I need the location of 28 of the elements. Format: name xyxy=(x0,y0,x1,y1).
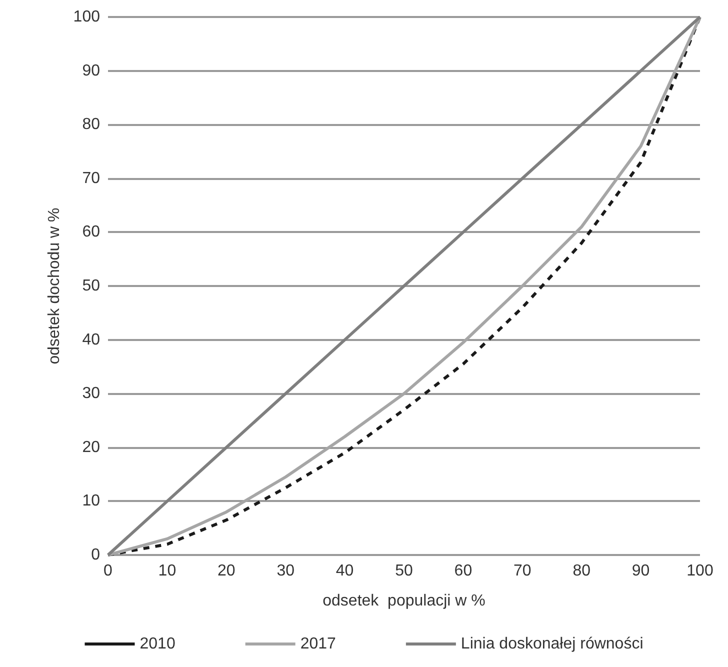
legend-label: 2017 xyxy=(300,636,336,652)
x-tick-label: 30 xyxy=(276,562,295,580)
y-tick-label: 50 xyxy=(82,278,100,294)
x-tick-label: 50 xyxy=(395,562,413,580)
x-axis-title: odsetek populacji w % xyxy=(322,592,486,610)
y-tick-label: 100 xyxy=(73,8,100,26)
x-tick-label: 10 xyxy=(158,562,176,580)
line-series xyxy=(106,16,702,556)
y-tick-label: 90 xyxy=(82,62,100,80)
x-tick-label: 90 xyxy=(632,562,650,580)
legend-label: Linia doskonałej równości xyxy=(460,636,644,652)
x-tick-label: 20 xyxy=(218,562,236,580)
x-tick-label: 100 xyxy=(686,562,714,580)
y-tick-label: 60 xyxy=(82,224,100,241)
y-tick-label: 20 xyxy=(82,438,100,456)
x-tick-label: 60 xyxy=(454,562,472,580)
y-tick-label: 30 xyxy=(82,385,100,402)
x-tick-label: 80 xyxy=(572,562,591,580)
y-axis-title: odsetek dochodu w % xyxy=(46,208,63,364)
x-tick-label: 0 xyxy=(104,562,113,580)
legend-label: 2010 xyxy=(140,636,176,652)
y-tick-label: 70 xyxy=(82,170,100,187)
y-tick-label: 40 xyxy=(82,331,100,348)
y-tick-label: 80 xyxy=(82,116,100,134)
y-tick-label: 10 xyxy=(82,492,100,510)
y-tick-label: 0 xyxy=(91,546,100,564)
x-tick-label: 70 xyxy=(514,562,532,580)
x-tick-label: 40 xyxy=(336,562,354,580)
